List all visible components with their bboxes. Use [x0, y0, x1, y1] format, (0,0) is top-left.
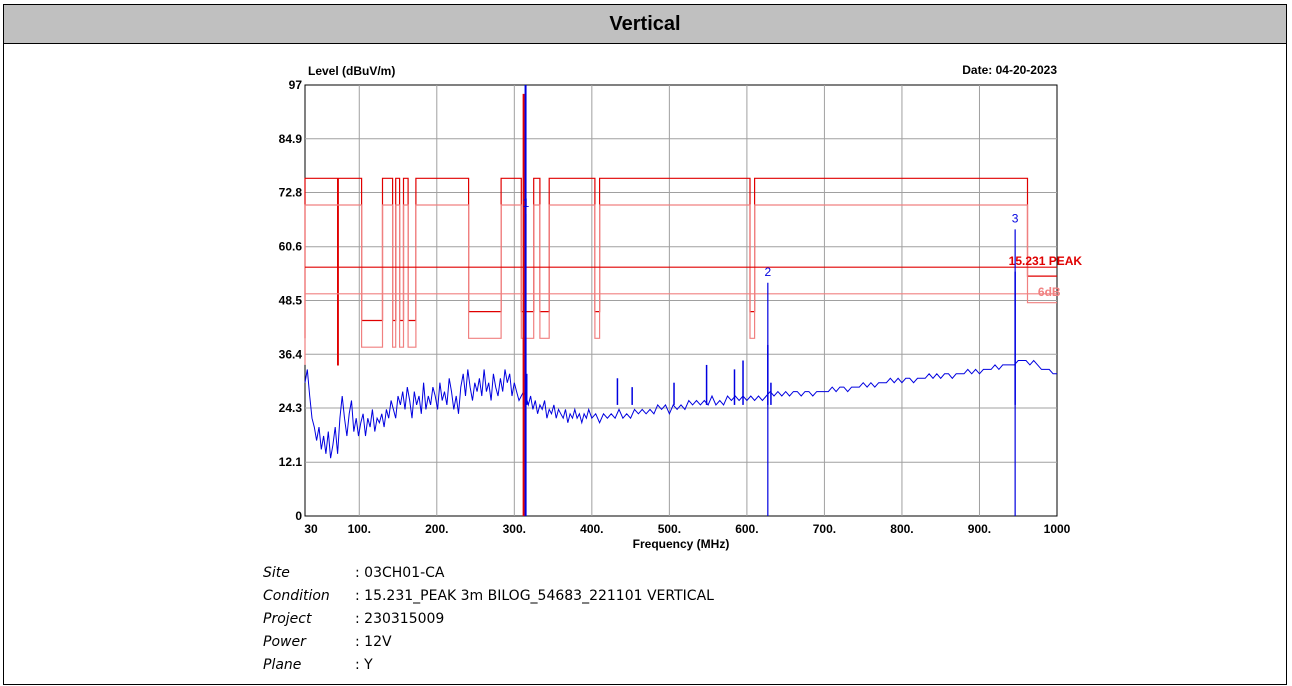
- y-tick-label: 36.4: [279, 347, 303, 361]
- marker-label: 1: [523, 196, 530, 210]
- info-key: Power: [263, 634, 306, 650]
- y-tick-label: 24.3: [279, 401, 303, 415]
- info-value: : 03CH01-CA: [355, 565, 445, 581]
- x-tick-label: 300.: [503, 522, 526, 536]
- info-key: Condition: [263, 588, 330, 604]
- date-label: Date: 04-20-2023: [962, 63, 1057, 77]
- y-tick-label: 48.5: [279, 294, 303, 308]
- info-value: : Y: [355, 657, 373, 673]
- y-tick-label: 0: [295, 509, 302, 523]
- section-title: Vertical: [609, 12, 681, 35]
- x-tick-label: 1000: [1044, 522, 1071, 536]
- info-key: Site: [263, 565, 290, 581]
- info-row-site: Site : 03CH01-CA: [263, 565, 714, 588]
- info-key: Project: [263, 611, 312, 627]
- x-tick-label: 900.: [968, 522, 991, 536]
- x-tick-label: 600.: [735, 522, 758, 536]
- info-value: : 230315009: [355, 611, 445, 627]
- grid: [304, 84, 1058, 517]
- measurement-line: [304, 359, 1057, 459]
- emission-chart: 15.231 PEAK 6dB 1 2 3 30 100. 200. 300. 400. 500…: [279, 63, 1083, 551]
- x-tick-label: 200.: [425, 522, 448, 536]
- limit-label: 15.231 PEAK: [1009, 254, 1083, 268]
- y-tick-label: 97: [289, 78, 303, 92]
- report-frame: Vertical: [3, 4, 1287, 685]
- limit-line: [304, 204, 1057, 365]
- info-row-power: Power : 12V: [263, 634, 714, 657]
- marker-label: 3: [1012, 212, 1019, 226]
- axis-labels: 30 100. 200. 300. 400. 500. 600. 700. 800. 900. 10…: [279, 63, 1071, 551]
- limit-lines: 15.231 PEAK 6dB: [304, 177, 1083, 366]
- y-tick-label: 72.8: [279, 186, 303, 200]
- info-value: : 12V: [355, 634, 392, 650]
- info-key: Plane: [263, 657, 302, 673]
- marker-label: 2: [764, 265, 771, 279]
- x-tick-label: 100.: [348, 522, 371, 536]
- limit-line: [304, 177, 1057, 366]
- y-axis-title: Level (dBuV/m): [308, 64, 395, 78]
- x-axis-title: Frequency (MHz): [633, 537, 730, 551]
- x-tick-label: 500.: [658, 522, 681, 536]
- x-tick-label: 400.: [580, 522, 603, 536]
- x-tick-label: 700.: [813, 522, 836, 536]
- x-tick-label: 30: [304, 522, 318, 536]
- y-tick-label: 12.1: [279, 455, 303, 469]
- y-tick-label: 84.9: [279, 132, 303, 146]
- info-row-condition: Condition : 15.231_PEAK 3m BILOG_54683_2…: [263, 588, 714, 611]
- info-row-plane: Plane : Y: [263, 657, 714, 680]
- x-tick-label: 800.: [890, 522, 913, 536]
- test-info: Site : 03CH01-CA Condition : 15.231_PEAK…: [263, 565, 714, 680]
- limit-label: 6dB: [1038, 285, 1061, 299]
- markers: 1 2 3: [523, 196, 1019, 516]
- info-value: : 15.231_PEAK 3m BILOG_54683_221101 VERT…: [355, 588, 714, 604]
- info-row-project: Project : 230315009: [263, 611, 714, 634]
- y-tick-label: 60.6: [279, 240, 303, 254]
- section-header: Vertical: [4, 5, 1286, 44]
